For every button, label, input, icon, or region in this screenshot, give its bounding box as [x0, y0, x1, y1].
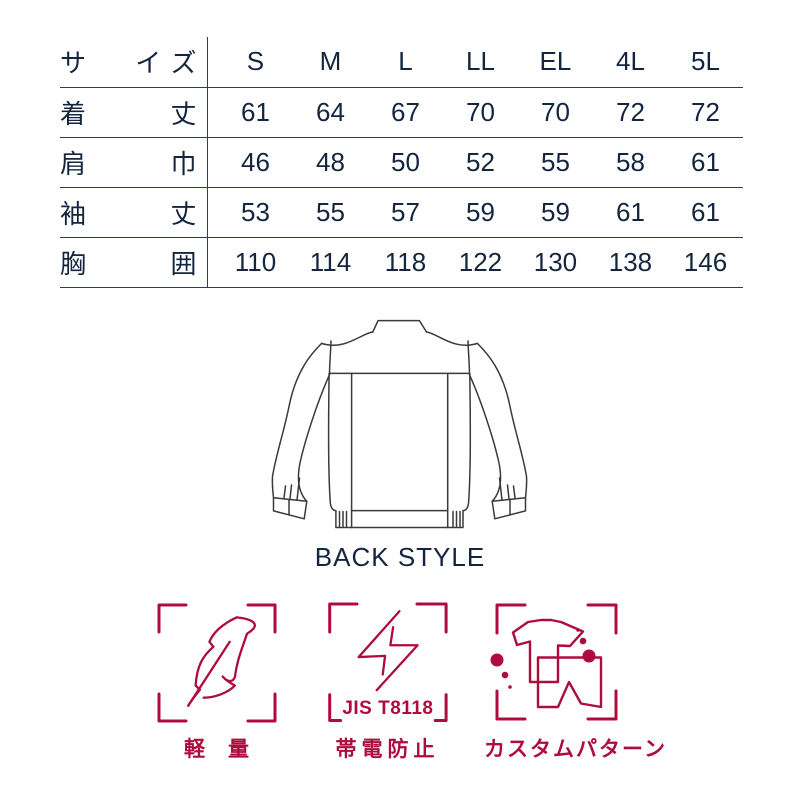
- svg-text:JIS T8118: JIS T8118: [342, 698, 433, 719]
